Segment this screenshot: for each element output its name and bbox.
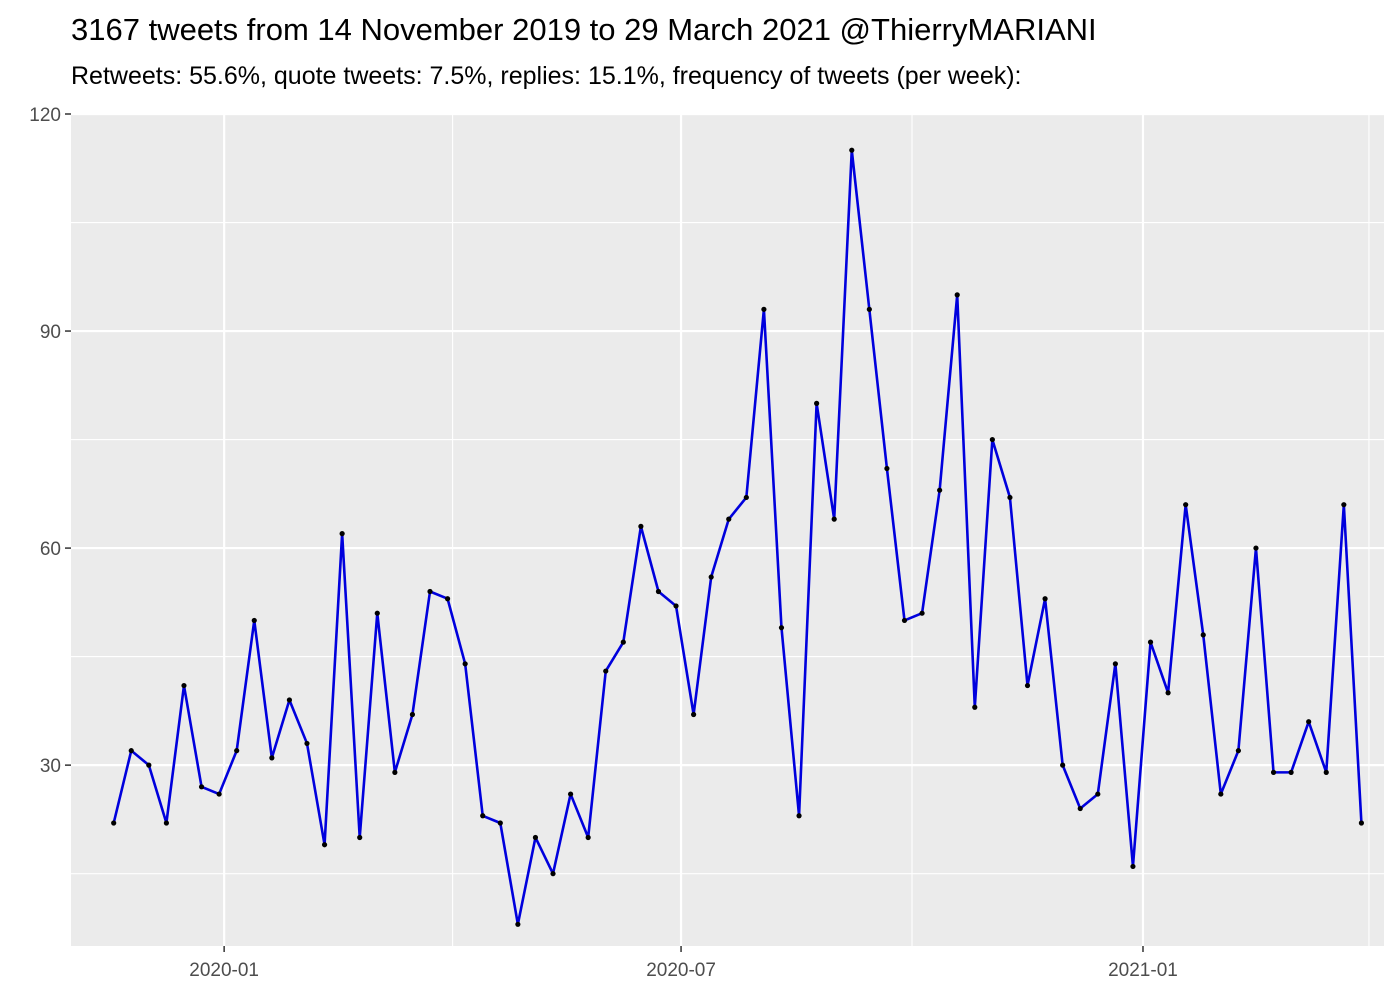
data-point [796,813,802,819]
data-point [462,661,468,667]
data-point [321,842,328,848]
plot-panel [71,114,1384,946]
data-point [1218,791,1224,797]
data-point [427,588,433,595]
y-tick-label: 60 [40,539,61,560]
data-point [743,494,749,501]
chart-title: 3167 tweets from 14 November 2019 to 29 … [71,12,1097,47]
data-point [146,762,152,768]
data-point [550,871,556,877]
y-tick-label: 120 [29,105,61,126]
data-point [339,531,345,537]
data-point [972,704,978,710]
data-point [374,610,380,616]
data-point [286,697,293,703]
data-point [1077,805,1083,812]
data-point [1165,690,1171,696]
data-point [673,603,679,609]
data-point [444,596,451,602]
data-point [937,487,943,493]
y-tick-label: 90 [40,322,61,343]
data-point [1200,632,1206,638]
data-point [1270,769,1277,775]
data-point [1358,820,1365,826]
data-point [726,516,732,522]
data-point [269,755,275,761]
data-point [849,147,855,153]
data-point [1341,502,1347,508]
data-point [1112,661,1118,667]
data-point [567,791,574,797]
data-point [234,748,240,754]
data-point [409,711,416,718]
data-point [163,820,169,826]
data-point [111,820,117,826]
data-point [1288,769,1294,775]
data-point [814,400,820,406]
x-tick-label: 2020-07 [646,960,716,981]
data-point [1306,719,1312,725]
data-point [216,791,222,797]
data-point [1235,748,1241,754]
data-point [778,625,785,631]
data-point [181,682,187,689]
data-point [691,711,697,718]
data-point [480,813,486,819]
data-point [1130,863,1136,870]
data-point [831,516,837,522]
chart-subtitle: Retweets: 55.6%, quote tweets: 7.5%, rep… [71,62,1022,90]
data-point [1183,502,1189,508]
series-line [112,148,1363,926]
data-point [919,610,925,616]
x-tick-label: 2020-01 [189,960,259,981]
data-point [1024,682,1031,689]
data-point [128,748,134,754]
data-point [1147,639,1154,645]
data-point [655,588,662,595]
data-point [1253,545,1259,551]
data-point [1007,494,1013,501]
data-point [304,740,310,747]
data-point [585,834,591,841]
data-point [1323,769,1329,775]
data-point [392,769,398,775]
data-point [497,820,503,826]
y-tick-label: 30 [40,756,61,777]
data-point [954,292,960,298]
data-point [901,617,908,624]
data-point [1060,762,1066,768]
data-point [1042,596,1048,602]
data-point [884,465,890,472]
data-point [1095,791,1101,797]
data-point [532,834,539,841]
data-point [251,617,257,624]
data-point [603,668,609,674]
data-point [989,436,995,443]
data-point [515,921,521,927]
data-point [708,574,714,580]
data-point [638,523,644,529]
data-point [866,306,872,312]
data-point [198,784,205,790]
data-point [620,639,626,645]
data-point [357,834,363,841]
x-tick-label: 2021-01 [1108,960,1178,981]
data-point [761,306,767,312]
